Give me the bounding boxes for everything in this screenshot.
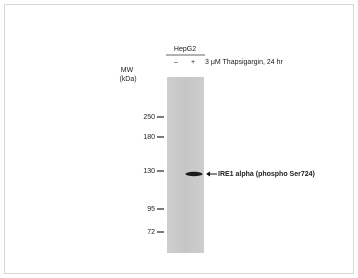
cell-line: HepG2 [174,46,196,53]
band [186,172,203,176]
marker-label: 250 [143,114,155,121]
treatment: 3 μM Thapsigargin, 24 hr [205,59,284,66]
lane-label: + [191,59,195,66]
lane-label: – [174,59,178,66]
gel-lane [167,77,204,253]
marker-label: 130 [143,168,155,175]
band-label: IRE1 alpha (phospho Ser724) [218,171,315,178]
marker-label: 72 [147,229,155,236]
marker-label: 180 [143,134,155,141]
mw-label: (kDa) [119,76,136,83]
marker-label: 95 [147,206,155,213]
mw-label: MW [121,67,134,74]
blot-figure: HepG2 – + 3 μM Thapsigargin, 24 hr MW (k… [0,0,358,278]
